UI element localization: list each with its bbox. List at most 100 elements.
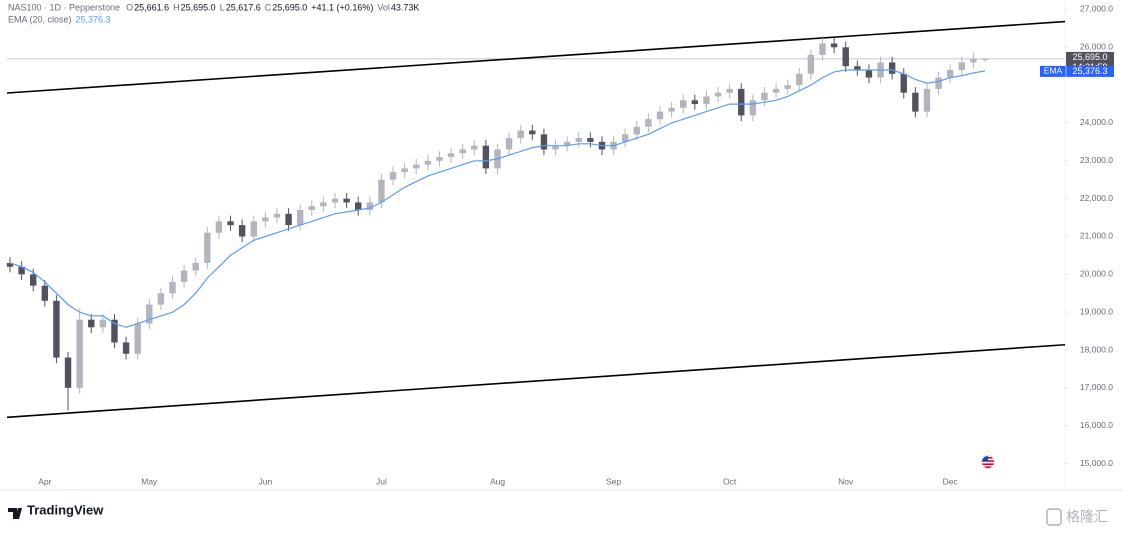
candle-body <box>633 126 640 135</box>
candle-body <box>505 138 513 150</box>
candle-body <box>482 145 490 169</box>
ema-tag <box>1040 65 1114 77</box>
candle-body <box>749 100 757 116</box>
x-tick-label: Aug <box>490 476 505 486</box>
candle-body <box>563 141 571 146</box>
y-tick-label: 24,000.0 <box>1080 117 1113 127</box>
brand-logo <box>8 508 22 519</box>
ema-tag-value: 25,376.3 <box>1072 66 1107 76</box>
legend-value: L <box>220 2 225 12</box>
candle-body <box>146 304 153 324</box>
candle-body <box>413 164 420 169</box>
candle-body <box>772 88 780 93</box>
trendline <box>6 20 1066 94</box>
candle-body <box>30 274 37 286</box>
candle-body <box>738 88 745 116</box>
candle-body <box>517 130 524 139</box>
y-tick-label: 19,000.0 <box>1080 306 1113 316</box>
candle-body <box>134 323 141 354</box>
candle-body <box>273 213 281 218</box>
price-tag-value: 25,695.0 <box>1072 52 1107 62</box>
legend-value: 25,695.0 <box>272 2 307 12</box>
symbol-title: NAS100 · 1D · Pepperstone <box>8 2 120 12</box>
x-tick-label: Nov <box>838 476 854 486</box>
legend-ema-value: 25,376.3 <box>76 14 111 24</box>
watermark-icon <box>1046 508 1062 526</box>
candle-body <box>355 202 362 210</box>
candle-body <box>331 198 339 203</box>
candle-body <box>587 138 594 142</box>
y-tick-label: 16,000.0 <box>1080 420 1113 430</box>
candle-body <box>842 47 849 67</box>
candle-body <box>668 107 675 112</box>
candle-body <box>529 130 536 135</box>
candle-body <box>540 134 548 150</box>
candle-body <box>285 213 292 226</box>
candle-body <box>575 138 582 142</box>
x-tick-label: Jul <box>376 476 387 486</box>
legend-value: 25,695.0 <box>181 2 216 12</box>
candle-body <box>180 270 188 282</box>
candle-body <box>378 179 385 203</box>
y-tick-label: 21,000.0 <box>1080 231 1113 241</box>
candle-body <box>18 266 25 275</box>
candle-body <box>64 357 72 388</box>
flag-icon <box>981 455 995 469</box>
candle-body <box>714 92 722 97</box>
candle-body <box>680 100 687 108</box>
x-tick-label: Apr <box>38 476 51 486</box>
candle-body <box>343 198 350 203</box>
candle-body <box>169 281 176 294</box>
candle-body <box>111 319 118 343</box>
candle-body <box>424 160 432 165</box>
candle-body <box>970 58 977 63</box>
candle-body <box>192 262 199 271</box>
candle-body <box>865 70 873 78</box>
x-tick-label: Jun <box>258 476 272 486</box>
x-tick-label: May <box>141 476 158 486</box>
candle-body <box>122 342 130 354</box>
candle-body <box>761 92 768 101</box>
candle-body <box>645 119 652 127</box>
candle-body <box>981 58 989 61</box>
y-tick-label: 20,000.0 <box>1080 269 1113 279</box>
candle-body <box>262 217 269 222</box>
candle-body <box>459 149 466 154</box>
candle-body <box>691 100 699 105</box>
candle-body <box>447 153 455 158</box>
candle-body <box>250 221 257 237</box>
legend-value: 25,661.6 <box>134 2 169 12</box>
ema-tag-name: EMA <box>1044 66 1063 76</box>
candle-body <box>227 221 234 226</box>
candle-body <box>935 77 942 89</box>
candle-body <box>296 210 304 226</box>
candle-body <box>471 145 478 150</box>
legend-value: 25,617.6 <box>226 2 261 12</box>
candle-body <box>819 43 826 55</box>
x-tick-label: Dec <box>943 476 959 486</box>
candle-body <box>308 206 315 210</box>
y-tick-label: 18,000.0 <box>1080 344 1113 354</box>
brand-name: TradingView <box>27 502 104 517</box>
candle-body <box>946 70 954 78</box>
candle-body <box>796 73 803 86</box>
watermark: 格隆汇 <box>1066 509 1108 525</box>
ema-line <box>9 69 986 328</box>
legend-value: C <box>265 2 272 12</box>
candle-body <box>238 225 246 237</box>
y-tick-label: 17,000.0 <box>1080 382 1113 392</box>
candle-body <box>215 221 223 233</box>
legend-value: O <box>126 2 133 12</box>
legend-ema-name: EMA (20, close) <box>8 14 72 24</box>
candle-body <box>320 202 327 207</box>
candle-body <box>204 232 211 263</box>
candle-body <box>726 88 733 93</box>
legend-value: 43.73K <box>391 2 420 12</box>
candle-body <box>912 92 919 112</box>
y-tick-label: 15,000.0 <box>1080 458 1113 468</box>
y-tick-label: 22,000.0 <box>1080 193 1113 203</box>
legend: NAS100 · 1D · Pepperstone O 25,661.6 H 25,6… <box>8 2 419 24</box>
candle-body <box>888 62 896 74</box>
